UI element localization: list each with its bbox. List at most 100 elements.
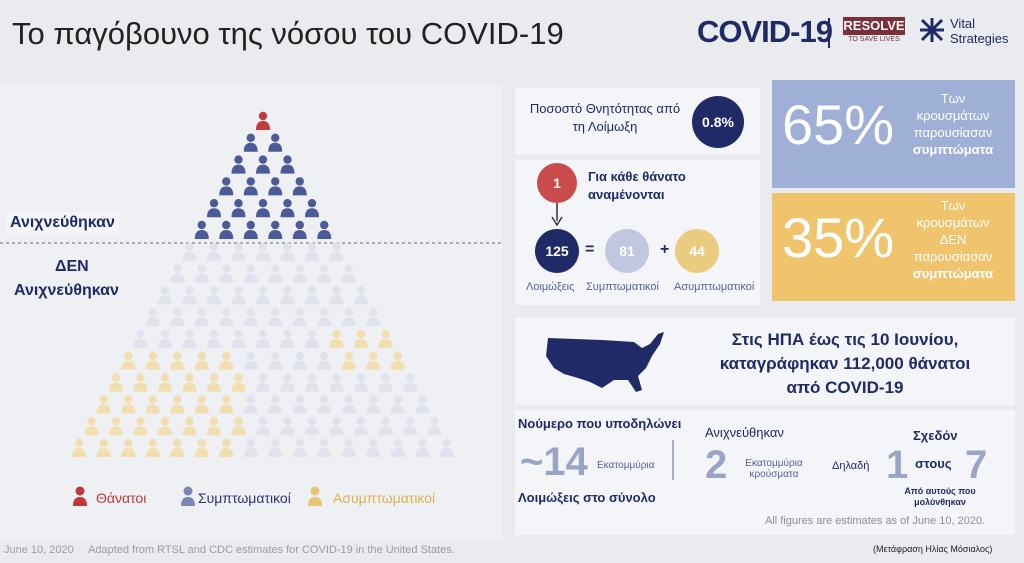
percent: 35%	[782, 206, 895, 269]
symptoms-text: Των κρουσμάτων ΔΕΝ παρουσίασαν συμπτώματ…	[903, 197, 1003, 282]
person-icon	[354, 373, 368, 392]
person-icon	[305, 286, 319, 305]
person-icon	[182, 286, 197, 305]
person-icon	[256, 242, 270, 261]
person-icon	[366, 395, 381, 414]
one: 1	[886, 443, 909, 487]
person-icon	[243, 308, 258, 327]
person-icon	[268, 438, 283, 457]
person-icon	[231, 286, 246, 305]
logo-vital: Vital	[950, 16, 976, 31]
person-icon	[256, 286, 270, 305]
detected-label: Ανιχνεύθηκαν	[6, 212, 119, 234]
in: στους	[915, 456, 952, 471]
person-icon	[292, 177, 307, 196]
person-icon	[280, 417, 295, 436]
person-icon	[194, 264, 209, 283]
person-icon	[390, 438, 405, 457]
person-icon	[329, 373, 344, 392]
person-icon	[292, 220, 307, 239]
person-icon	[280, 373, 295, 392]
divider	[672, 440, 674, 480]
person-icon	[84, 417, 99, 436]
person-icon	[219, 264, 234, 283]
person-icon	[292, 351, 307, 370]
person-icon	[354, 417, 368, 436]
person-icon	[427, 417, 442, 436]
not-detected-label: ΔΕΝ	[55, 258, 89, 275]
person-icon	[145, 351, 160, 370]
person-icon	[158, 286, 172, 305]
person-icon	[207, 286, 221, 305]
person-icon	[366, 308, 381, 327]
person-icon	[243, 351, 258, 370]
infections-caption: Λοιμώξεις στο σύνολο	[518, 490, 656, 505]
footer-translation: (Μετάφραση Ηλίας Μόσιαλος)	[873, 544, 993, 554]
person-icon	[96, 438, 111, 457]
person-icon	[341, 438, 356, 457]
person-icon	[317, 395, 332, 414]
person-icon	[329, 242, 344, 261]
person-icon	[170, 264, 185, 283]
person-icon	[256, 329, 270, 348]
person-icon	[231, 417, 246, 436]
person-icon	[292, 264, 307, 283]
arrow	[551, 203, 563, 227]
percent: 65%	[782, 93, 895, 156]
legend-asymptomatic: Ασυμπτωματικοί	[333, 490, 436, 506]
person-icon	[354, 329, 368, 348]
person-icon	[415, 395, 430, 414]
person-icon	[378, 373, 393, 392]
symptoms-box: 65% Των κρουσμάτων παρουσίασαν συμπτώματ…	[772, 80, 1015, 188]
person-icon	[292, 395, 307, 414]
person-icon	[96, 395, 111, 414]
person-icon	[366, 351, 381, 370]
of-infected: Από αυτούς που μολύνθηκαν	[904, 486, 976, 507]
totals-box	[515, 410, 1015, 535]
text-line: παρουσίασαν	[913, 125, 993, 140]
person-icon	[170, 351, 185, 370]
person-icon	[182, 373, 197, 392]
person-icon	[256, 373, 270, 392]
person-icon	[243, 264, 258, 283]
note: All figures are estimates as of June 10,…	[765, 515, 986, 527]
detected-unit: Εκατομμύρια κρούσματα	[745, 458, 803, 480]
person-icon	[280, 199, 295, 218]
caption: Συμπτωματικοί	[586, 281, 659, 293]
person-icon	[268, 133, 283, 152]
symptoms-text: Των κρουσμάτων παρουσίασαν συμπτώματα	[903, 90, 1003, 158]
footer-source: Adapted from RTSL and CDC estimates for …	[88, 544, 455, 556]
person-icon	[243, 438, 258, 457]
person-icon	[194, 395, 209, 414]
person-icon	[219, 308, 234, 327]
person-icon	[207, 329, 221, 348]
person-icon	[329, 417, 344, 436]
detected-value: 2	[705, 443, 728, 487]
person-icon	[341, 308, 356, 327]
person-icon	[268, 177, 283, 196]
person-icon	[280, 155, 295, 174]
person-icon	[317, 264, 332, 283]
person-icon	[243, 133, 258, 152]
person-icon	[305, 417, 319, 436]
legend-deaths: Θάνατοι	[96, 490, 147, 506]
person-icon	[182, 329, 197, 348]
asymptomatic-circle: 44	[675, 229, 719, 273]
person-icon	[145, 308, 160, 327]
text-line: ΔΕΝ	[939, 232, 967, 247]
per-death-label: Για κάθε θάνατο αναμένονται	[588, 169, 686, 202]
text-line: καταγράφηκαν 112,000 θάνατοι	[719, 354, 971, 373]
person-icon	[292, 438, 307, 457]
person-icon	[231, 199, 246, 218]
pyramid	[0, 111, 502, 457]
person-icon	[292, 308, 307, 327]
person-icon	[341, 395, 356, 414]
person-icon	[390, 351, 405, 370]
person-icon	[317, 308, 332, 327]
text-line: παρουσίασαν	[913, 249, 993, 264]
that-is: Δηλαδή	[832, 460, 870, 472]
person-icon	[280, 242, 295, 261]
text-line: Των	[940, 198, 966, 213]
person-icon	[194, 220, 209, 239]
person-icon	[378, 329, 393, 348]
